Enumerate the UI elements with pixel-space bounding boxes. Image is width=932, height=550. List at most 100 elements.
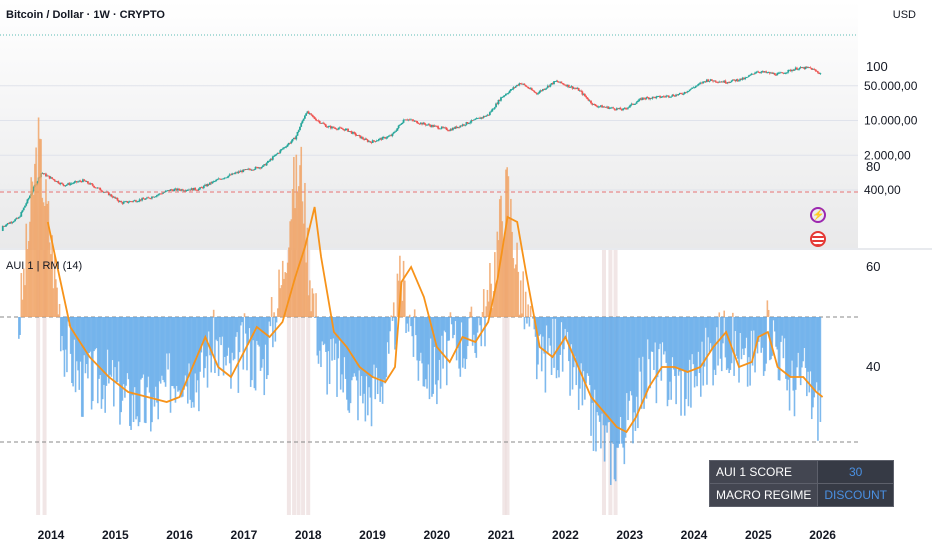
candle-body bbox=[269, 159, 272, 161]
candle-body bbox=[752, 73, 755, 75]
candle-body bbox=[186, 190, 189, 191]
us-flag-icon[interactable] bbox=[810, 231, 826, 247]
oscillator-bar bbox=[788, 317, 791, 411]
candle-body bbox=[24, 205, 26, 208]
candle-body bbox=[775, 74, 777, 76]
oscillator-bar bbox=[352, 317, 354, 377]
oscillator-bar bbox=[780, 317, 782, 342]
oscillator-bar bbox=[256, 317, 258, 341]
oscillator-bar bbox=[582, 317, 585, 372]
oscillator-bar bbox=[365, 317, 368, 377]
candle-body bbox=[56, 181, 58, 182]
oscillator-bar bbox=[307, 295, 310, 317]
oscillator-bar bbox=[556, 317, 559, 371]
oscillator-bar bbox=[406, 317, 409, 324]
oscillator-bar bbox=[62, 317, 65, 351]
candle-body bbox=[217, 178, 220, 180]
oscillator-bar bbox=[614, 317, 617, 482]
candle-body bbox=[583, 93, 586, 96]
candle-body bbox=[312, 116, 315, 118]
oscillator-bar bbox=[277, 308, 279, 317]
oscillator-bar bbox=[367, 317, 369, 416]
candle-body bbox=[474, 119, 476, 121]
oscillator-bar bbox=[570, 317, 573, 345]
candle-body bbox=[126, 201, 129, 203]
oscillator-bar bbox=[167, 317, 169, 370]
oscillator-bar bbox=[338, 317, 341, 341]
oscillator-bar bbox=[597, 317, 600, 416]
candle-body bbox=[385, 137, 388, 139]
candle-body bbox=[220, 179, 222, 180]
oscillator-bar bbox=[600, 317, 602, 449]
oscillator-bar bbox=[516, 242, 518, 317]
candle-body bbox=[176, 188, 179, 191]
oscillator-bar bbox=[105, 317, 108, 386]
price-axis[interactable]: 50.000,00 10.000,00 2.000,00 400,00 bbox=[864, 79, 918, 197]
oscillator-bar bbox=[510, 198, 512, 317]
oscillator-bar bbox=[113, 317, 115, 407]
oscillator-bar bbox=[660, 317, 663, 381]
oscillator-bar bbox=[153, 317, 156, 407]
candle-body bbox=[78, 180, 81, 182]
candle-body bbox=[556, 80, 559, 82]
oscillator-bar bbox=[554, 317, 557, 319]
oscillator-bar bbox=[764, 317, 766, 372]
oscillator-bar bbox=[680, 317, 682, 416]
candle-body bbox=[449, 129, 452, 131]
candle-body bbox=[326, 126, 328, 128]
oscillator-bar bbox=[766, 300, 769, 317]
oscillator-bar bbox=[718, 312, 721, 317]
oscillator-bar bbox=[48, 242, 51, 317]
oscillator-bar bbox=[51, 235, 53, 317]
time-tick-label: 2025 bbox=[745, 528, 772, 542]
oscillator-bar bbox=[813, 317, 816, 398]
candle-body bbox=[596, 106, 599, 107]
oscillator-bar bbox=[433, 317, 436, 347]
candle-body bbox=[173, 189, 176, 192]
symbol-title[interactable]: Bitcoin / Dollar · 1W · CRYPTO bbox=[6, 9, 165, 21]
candle-body bbox=[739, 78, 742, 81]
oscillator-bar bbox=[142, 317, 145, 375]
indicator-title[interactable]: AUI 1 | RM (14) bbox=[6, 260, 83, 272]
candle-body bbox=[231, 173, 234, 175]
candle-body bbox=[226, 177, 229, 179]
candle-body bbox=[191, 188, 194, 191]
candle-body bbox=[419, 122, 422, 124]
time-axis[interactable]: 2014 2015 2016 2017 2018 2019 2020 2021 2022 2023… bbox=[38, 528, 837, 542]
candle-body bbox=[541, 89, 544, 91]
oscillator-bar bbox=[84, 317, 87, 374]
candle-body bbox=[767, 72, 770, 73]
oscillator-bar bbox=[623, 317, 626, 465]
candle-body bbox=[607, 106, 610, 109]
oscillator-bar bbox=[753, 317, 755, 331]
candle-body bbox=[530, 88, 533, 91]
regime-highlight-band bbox=[36, 250, 41, 515]
oscillator-bar bbox=[632, 317, 634, 444]
oscillator-bar bbox=[712, 317, 714, 386]
oscillator-bar bbox=[708, 317, 711, 353]
oscillator-bar bbox=[278, 269, 280, 317]
candle-body bbox=[175, 188, 178, 191]
oscillator-tick-label: 60 bbox=[866, 259, 880, 274]
oscillator-bar bbox=[457, 317, 459, 349]
candle-body bbox=[770, 72, 772, 74]
oscillator-bar bbox=[390, 315, 393, 317]
oscillator-bar bbox=[242, 317, 245, 370]
candle-body bbox=[609, 107, 612, 109]
lightning-icon[interactable]: ⚡ bbox=[810, 207, 826, 223]
oscillator-bar bbox=[223, 317, 226, 357]
candle-body bbox=[454, 126, 457, 129]
candle-body bbox=[744, 77, 747, 80]
oscillator-bar bbox=[206, 317, 209, 388]
candle-body bbox=[633, 104, 636, 105]
candle-body bbox=[599, 105, 602, 107]
candle-body bbox=[768, 72, 771, 74]
candle-body bbox=[799, 67, 802, 68]
oscillator-bar bbox=[259, 317, 262, 371]
oscillator-bar bbox=[438, 317, 441, 360]
candle-body bbox=[792, 70, 795, 71]
oscillator-bar bbox=[491, 308, 494, 317]
oscillator-bar bbox=[109, 317, 111, 375]
currency-label[interactable]: USD bbox=[892, 9, 916, 21]
oscillator-bar bbox=[407, 317, 410, 332]
